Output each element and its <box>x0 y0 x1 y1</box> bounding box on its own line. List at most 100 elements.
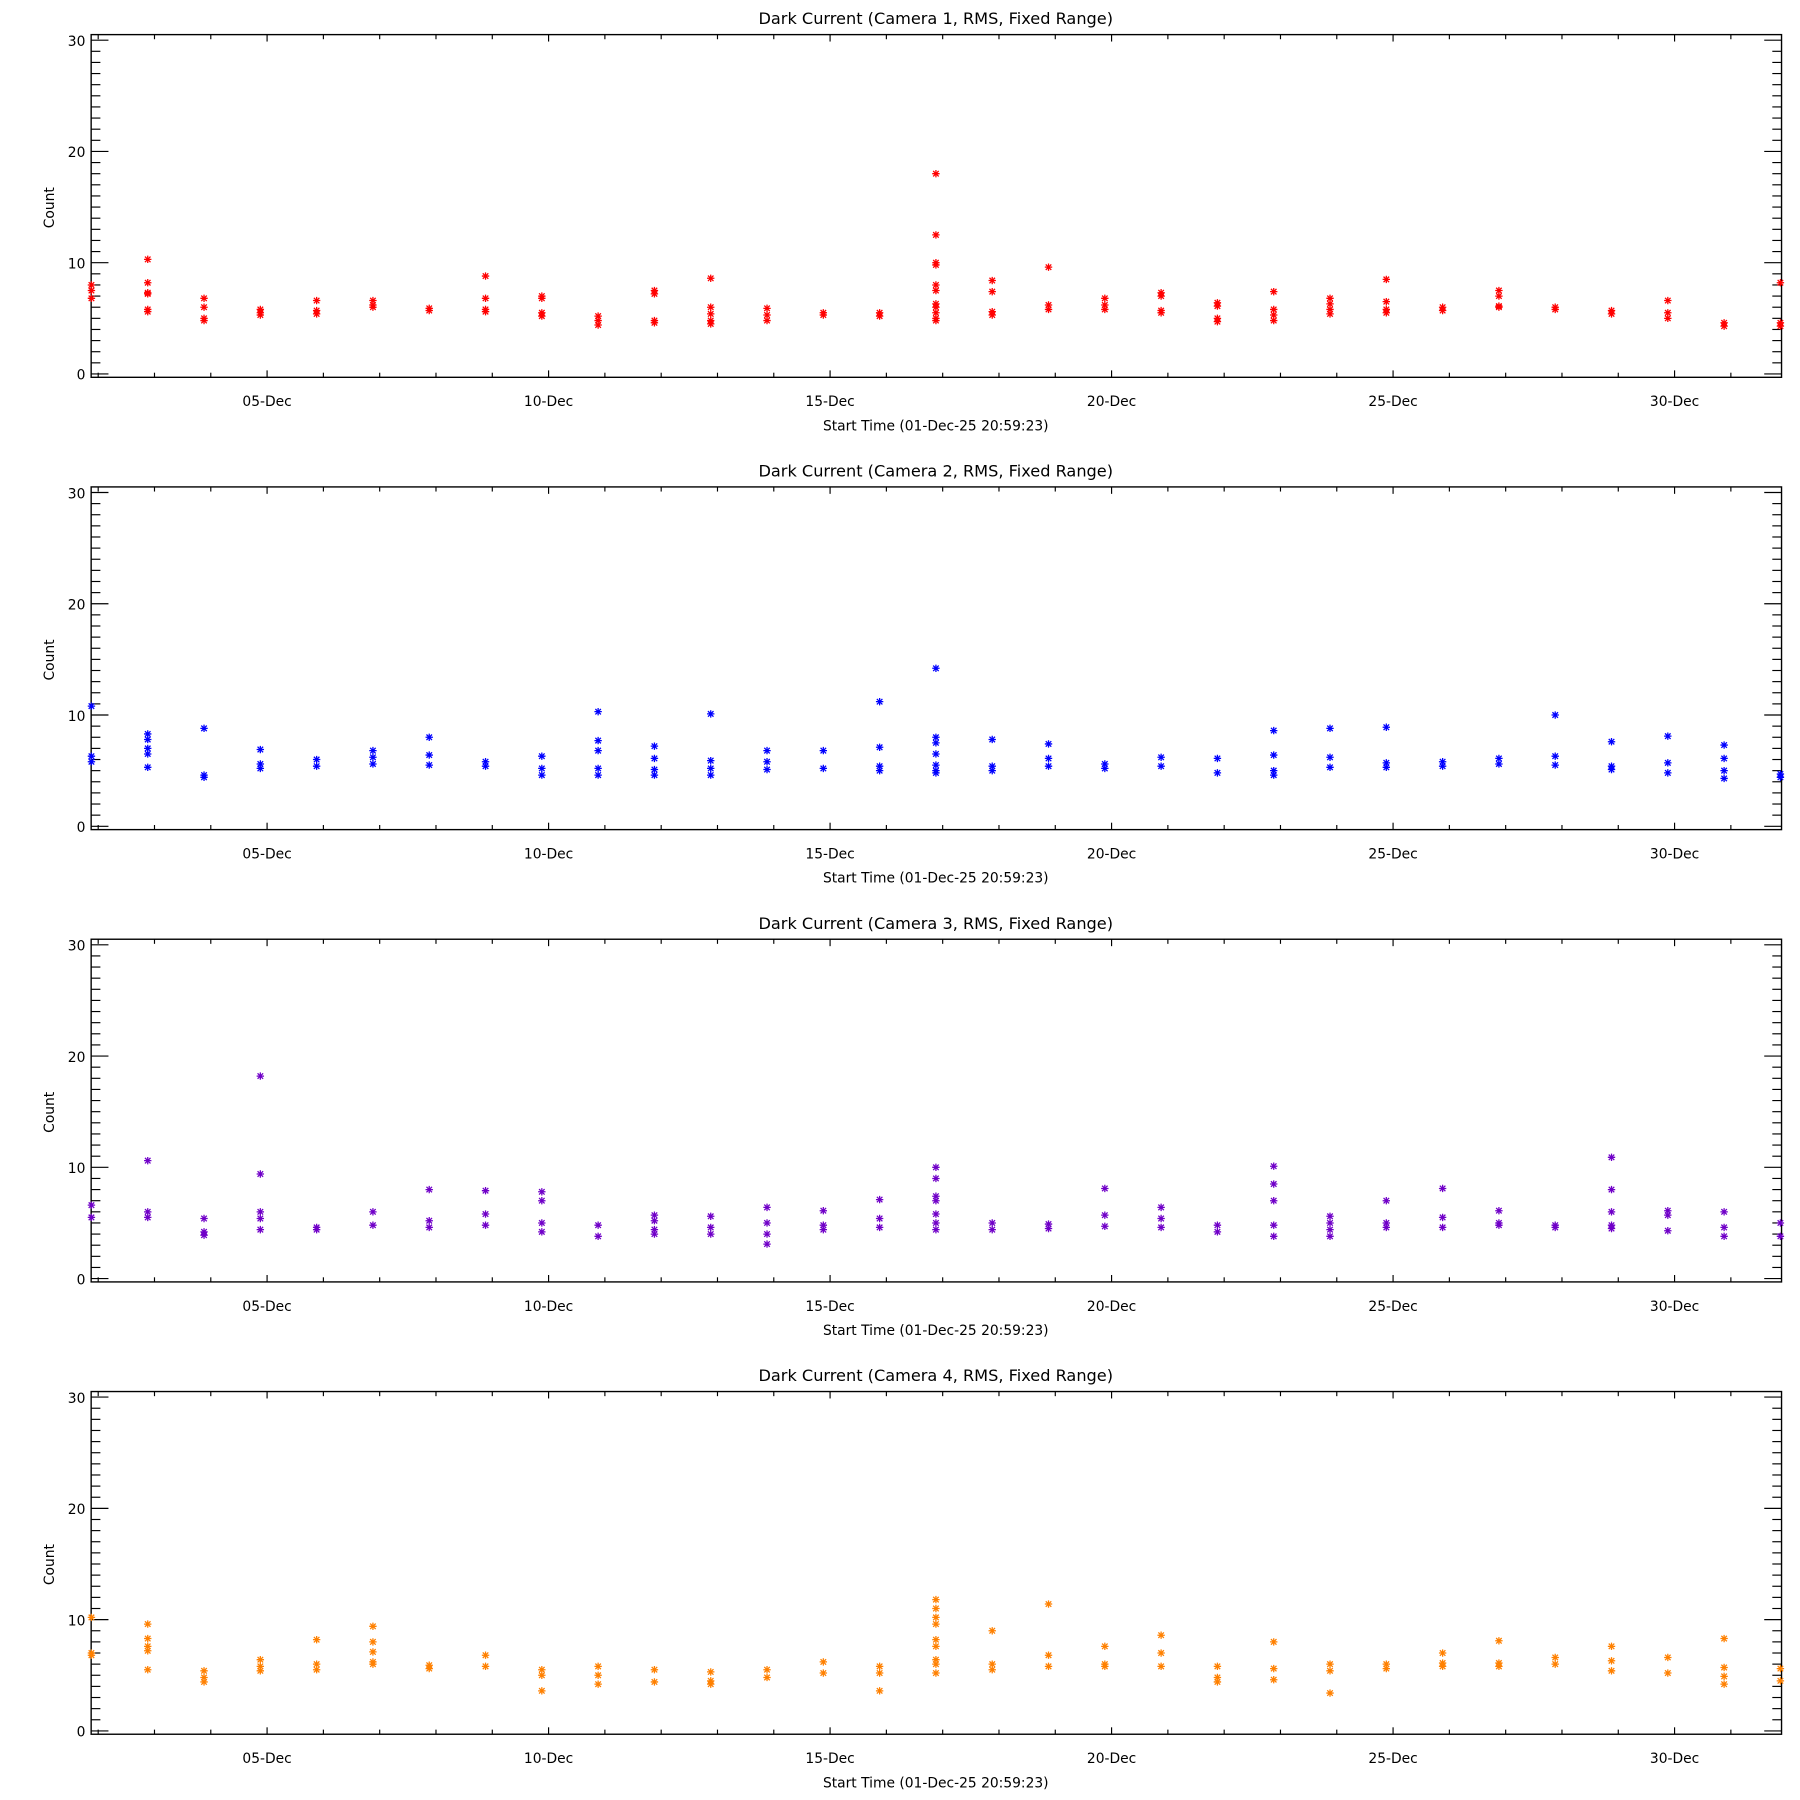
x-tick-label: 15-Dec <box>805 1299 854 1315</box>
data-point-asterisk <box>144 735 152 744</box>
data-point-asterisk <box>707 274 715 282</box>
data-point-asterisk <box>1157 1223 1165 1232</box>
data-point-asterisk <box>1776 1664 1785 1673</box>
data-point-asterisk <box>594 1662 602 1671</box>
data-point-asterisk <box>87 1651 96 1659</box>
data-point-asterisk <box>1664 309 1672 317</box>
data-point-asterisk <box>1607 1185 1616 1194</box>
data-point-asterisk <box>763 746 771 755</box>
data-point-asterisk <box>875 697 884 706</box>
data-point-asterisk <box>875 1214 884 1223</box>
data-point-asterisk <box>87 294 96 303</box>
data-point-asterisk <box>256 745 265 754</box>
data-point-asterisk <box>594 1221 602 1229</box>
data-point-asterisk <box>932 1660 940 1668</box>
data-point-asterisk <box>1326 1689 1334 1697</box>
data-point-asterisk <box>1157 753 1165 761</box>
data-point-asterisk <box>1495 760 1503 768</box>
data-point-asterisk <box>932 664 940 672</box>
data-point-asterisk <box>200 1231 208 1239</box>
data-point-asterisk <box>144 744 152 753</box>
data-point-asterisk <box>1720 754 1728 763</box>
data-point-asterisk <box>1213 1228 1222 1236</box>
data-point-asterisk <box>200 303 208 311</box>
data-point-asterisk <box>1495 1221 1503 1229</box>
data-point-asterisk <box>932 733 940 741</box>
data-point-asterisk <box>1270 1638 1278 1646</box>
data-point-asterisk <box>481 1221 490 1229</box>
data-point-asterisk <box>538 1228 546 1236</box>
data-point-asterisk <box>650 771 659 779</box>
data-point-asterisk <box>1664 1211 1672 1219</box>
data-point-asterisk <box>594 1680 602 1688</box>
data-point-asterisk <box>1270 771 1278 779</box>
data-point-asterisk <box>200 773 208 782</box>
chart-title: Dark Current (Camera 4, RMS, Fixed Range… <box>758 1366 1113 1385</box>
data-point-asterisk <box>1270 311 1278 319</box>
plot-frame <box>90 486 1783 831</box>
data-point-asterisk <box>819 1225 828 1234</box>
data-point-asterisk <box>1326 1219 1334 1227</box>
data-point-asterisk <box>932 309 940 317</box>
x-tick-label: 25-Dec <box>1368 846 1417 862</box>
x-tick-label: 10-Dec <box>524 1299 573 1315</box>
data-point-asterisk <box>256 764 265 773</box>
data-point-asterisk <box>1326 724 1334 733</box>
data-point-asterisk <box>763 1673 771 1682</box>
data-point-asterisk <box>1270 766 1278 775</box>
data-point-asterisk <box>650 1230 659 1238</box>
data-point-asterisk <box>707 320 715 328</box>
data-point-asterisk <box>932 1604 940 1613</box>
data-point-asterisk <box>1720 741 1728 749</box>
data-point-asterisk <box>144 1620 152 1628</box>
data-point-asterisk <box>932 1210 940 1218</box>
data-point-asterisk <box>932 1163 940 1172</box>
data-point-asterisk <box>932 1192 940 1200</box>
data-point-asterisk <box>369 1208 377 1216</box>
data-point-asterisk <box>481 1651 490 1659</box>
data-point-asterisk <box>1607 1642 1616 1651</box>
data-point-asterisk <box>1438 1649 1447 1657</box>
data-point-asterisk <box>256 1208 265 1216</box>
data-point-asterisk <box>1495 1207 1503 1215</box>
data-point-asterisk <box>144 1208 152 1216</box>
data-point-asterisk <box>87 1213 96 1222</box>
data-point-asterisk <box>819 1207 828 1215</box>
data-point-asterisk <box>1664 1653 1672 1662</box>
data-point-asterisk <box>932 231 940 239</box>
data-point-asterisk <box>1270 1664 1278 1673</box>
data-point-asterisk <box>1270 316 1278 325</box>
data-point-asterisk <box>932 286 940 295</box>
data-point-asterisk <box>256 1667 265 1675</box>
data-point-asterisk <box>1720 1232 1728 1240</box>
data-point-asterisk <box>144 279 152 287</box>
data-point-asterisk <box>1382 1219 1391 1227</box>
data-point-asterisk <box>369 1660 377 1668</box>
data-point-asterisk <box>538 764 546 773</box>
data-point-asterisk <box>1157 1662 1165 1671</box>
data-point-asterisk <box>1382 763 1391 771</box>
data-point-asterisk <box>538 1666 546 1674</box>
data-point-asterisk <box>1776 1219 1785 1227</box>
data-point-asterisk <box>312 310 321 318</box>
data-point-asterisk <box>312 1225 321 1234</box>
data-point-asterisk <box>256 311 265 319</box>
data-point-asterisk <box>1720 1223 1728 1232</box>
data-point-asterisk <box>932 1655 940 1664</box>
y-tick-label: 30 <box>68 34 86 50</box>
data-point-asterisk <box>1720 1208 1728 1216</box>
data-point-asterisk <box>763 1203 771 1212</box>
data-point-asterisk <box>144 290 152 298</box>
data-point-asterisk <box>538 294 546 303</box>
data-point-asterisk <box>932 1620 940 1628</box>
data-point-asterisk <box>1382 1223 1391 1232</box>
data-point-asterisk <box>1044 1662 1053 1671</box>
x-tick-label: 10-Dec <box>524 394 573 410</box>
data-point-asterisk <box>1551 305 1559 314</box>
data-point-asterisk <box>1776 773 1785 782</box>
data-point-asterisk <box>144 1666 152 1674</box>
panel-camera-1: Dark Current (Camera 1, RMS, Fixed Range… <box>42 9 1785 434</box>
data-point-asterisk <box>875 312 884 320</box>
data-point-asterisk <box>369 760 377 768</box>
data-point-asterisk <box>650 1217 659 1225</box>
